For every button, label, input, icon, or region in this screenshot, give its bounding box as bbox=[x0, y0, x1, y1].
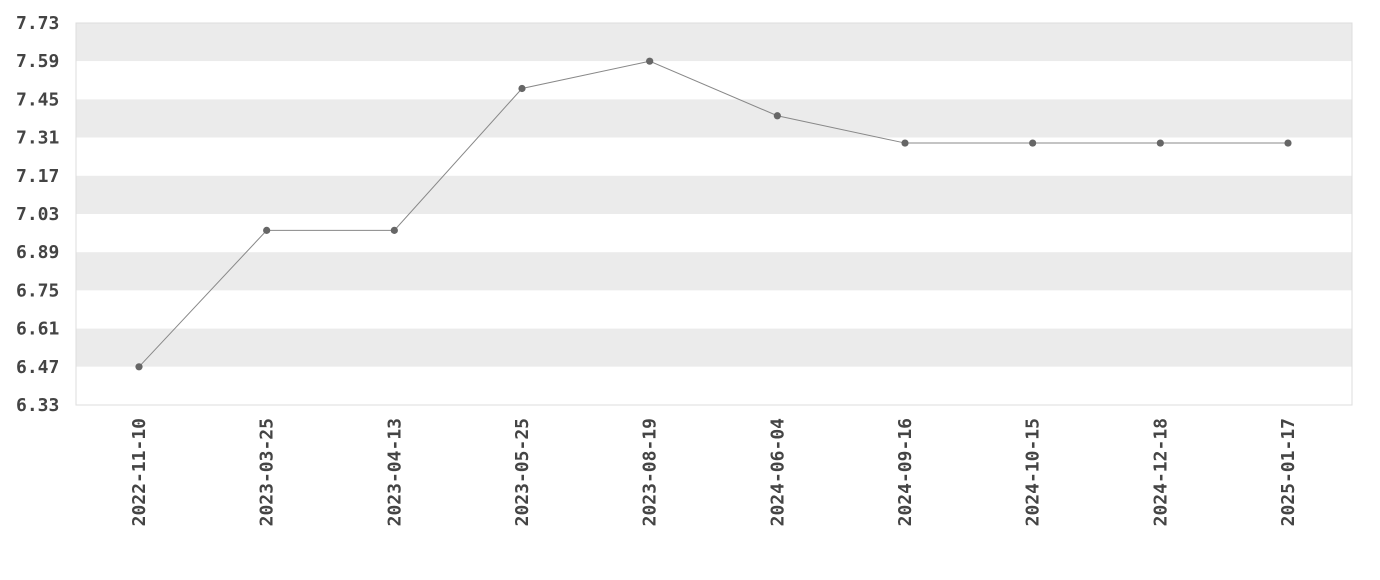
data-point bbox=[646, 57, 654, 65]
x-tick-label: 2024-06-04 bbox=[767, 418, 788, 527]
grid-band bbox=[76, 23, 1352, 62]
x-axis-tick-labels: 2022-11-10 2023-03-25 2023-04-13 2023-05-25… bbox=[129, 418, 1299, 527]
grid-band bbox=[76, 214, 1352, 253]
data-point bbox=[135, 363, 143, 371]
series-points bbox=[135, 57, 1292, 371]
y-axis-tick-labels: 7.73 7.59 7.45 7.31 7.17 7.03 6.89 6.75 6.61 6.47… bbox=[16, 13, 59, 416]
grid-band bbox=[76, 137, 1352, 176]
y-tick-label: 6.61 bbox=[16, 319, 59, 340]
y-tick-label: 7.17 bbox=[16, 166, 59, 187]
y-tick-label: 7.59 bbox=[16, 51, 59, 72]
grid-band bbox=[76, 328, 1352, 367]
x-tick-label: 2025-01-17 bbox=[1278, 418, 1299, 526]
y-tick-label: 6.33 bbox=[16, 395, 59, 416]
x-tick-label: 2023-05-25 bbox=[512, 418, 533, 526]
y-tick-label: 6.89 bbox=[16, 242, 59, 263]
data-point bbox=[1029, 139, 1037, 147]
grid-band bbox=[76, 99, 1352, 138]
data-point bbox=[390, 226, 398, 234]
grid-bands bbox=[76, 23, 1352, 405]
y-tick-label: 6.47 bbox=[16, 357, 59, 378]
grid-band bbox=[76, 366, 1352, 405]
y-tick-label: 7.31 bbox=[16, 128, 59, 149]
x-tick-label: 2023-04-13 bbox=[384, 418, 405, 526]
series-line bbox=[138, 60, 1288, 368]
data-point bbox=[901, 139, 909, 147]
plot-area-border bbox=[75, 22, 1353, 406]
data-point bbox=[518, 84, 526, 93]
x-tick-label: 2024-10-15 bbox=[1023, 418, 1044, 526]
x-tick-label: 2023-08-19 bbox=[640, 418, 661, 526]
y-tick-label: 7.03 bbox=[16, 204, 59, 225]
x-tick-label: 2024-12-18 bbox=[1150, 418, 1171, 526]
grid-band bbox=[76, 252, 1352, 291]
data-point bbox=[1156, 139, 1164, 147]
x-tick-label: 2023-03-25 bbox=[257, 418, 278, 526]
y-tick-label: 6.75 bbox=[16, 280, 59, 301]
data-point bbox=[773, 112, 781, 120]
y-tick-label: 7.73 bbox=[16, 13, 59, 34]
grid-band bbox=[76, 175, 1352, 214]
y-tick-label: 7.45 bbox=[16, 89, 59, 110]
grid-band bbox=[76, 290, 1352, 329]
grid-band bbox=[76, 61, 1352, 100]
x-tick-label: 2022-11-10 bbox=[129, 418, 150, 526]
data-point bbox=[263, 226, 271, 234]
x-tick-label: 2024-09-16 bbox=[895, 418, 916, 526]
data-point bbox=[1284, 139, 1292, 147]
